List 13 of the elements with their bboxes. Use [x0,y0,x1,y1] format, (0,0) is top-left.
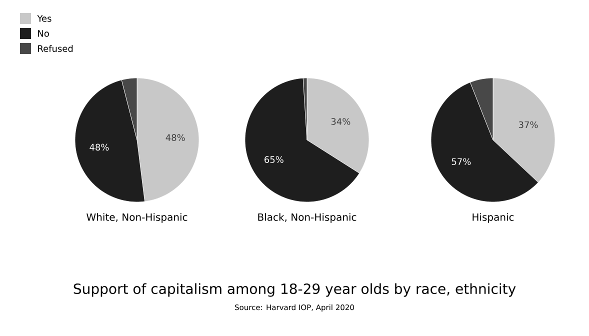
text: Hispanic [472,213,514,223]
data-label: 37% [518,121,538,128]
legend-label: Yes [37,15,52,22]
legend-label: No [38,30,49,37]
data-label: 48% [166,134,185,141]
text: Support of capitalism among 18-29 year olds by race, ethnicity [74,283,516,297]
text: Black, Non-Hispanic [258,213,356,223]
data-label: 65% [264,156,284,163]
data-label: 57% [452,158,471,165]
legend-label: Refused [38,45,73,52]
data-label: 48% [90,144,109,151]
data-label: 34% [331,118,350,125]
text: White, Non-Hispanic [86,213,188,223]
